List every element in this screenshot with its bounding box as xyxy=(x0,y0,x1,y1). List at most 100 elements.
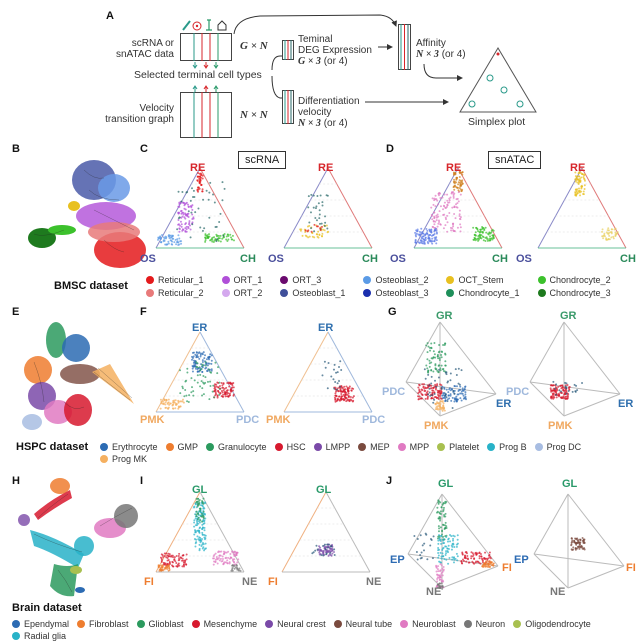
legend-swatch xyxy=(446,289,455,297)
bmsc-legend: Reticular_1 ORT_1 ORT_3 Osteoblast_2 OCT_Ste… xyxy=(146,274,619,299)
cell-point xyxy=(435,242,438,245)
cell-point xyxy=(218,384,221,387)
cell-point xyxy=(583,184,586,187)
cell-point xyxy=(579,539,582,542)
cell-point xyxy=(167,240,170,243)
legend-item: Prog DC xyxy=(534,441,581,453)
cell-point xyxy=(343,385,346,388)
cell-point xyxy=(216,558,219,561)
cell-point xyxy=(433,396,436,399)
simplex-d1 xyxy=(413,167,503,249)
cell-point xyxy=(427,345,430,348)
cell-point xyxy=(237,558,240,561)
input-data-matrix xyxy=(180,33,232,61)
cell-point xyxy=(458,187,461,190)
cell-point xyxy=(344,388,347,391)
cell-point xyxy=(579,541,582,544)
cell-point xyxy=(191,357,194,360)
cell-point xyxy=(427,373,430,376)
cell-point xyxy=(331,552,334,555)
cell-point xyxy=(173,399,176,402)
cell-point xyxy=(199,536,202,539)
cell-point xyxy=(204,233,207,236)
cell-point xyxy=(160,559,163,562)
cell-point xyxy=(442,546,445,549)
cell-point xyxy=(441,409,444,412)
cell-point xyxy=(442,542,445,545)
cell-point xyxy=(451,543,454,546)
cell-point xyxy=(209,181,212,184)
cell-point xyxy=(562,389,565,392)
cell-point xyxy=(221,181,224,184)
cell-point xyxy=(216,381,219,384)
cell-point xyxy=(159,407,162,410)
cell-point xyxy=(197,518,200,521)
legend-item: MEP xyxy=(358,441,390,453)
cell-point xyxy=(455,203,458,206)
cell-point xyxy=(185,394,188,397)
cell-point xyxy=(447,547,450,550)
cell-point xyxy=(191,370,194,373)
cell-point xyxy=(307,236,310,239)
cell-point xyxy=(581,173,584,176)
cell-point xyxy=(307,229,310,232)
cell-point xyxy=(191,218,194,221)
cell-point xyxy=(434,205,437,208)
cell-point xyxy=(425,228,428,231)
cell-point xyxy=(437,203,440,206)
cell-point xyxy=(333,387,336,390)
cell-point xyxy=(226,559,229,562)
cell-point xyxy=(436,573,439,576)
hspc-dataset-label: HSPC dataset xyxy=(16,441,89,453)
target-icon xyxy=(192,21,202,31)
cell-point xyxy=(436,225,439,228)
cell-point xyxy=(435,229,438,232)
legend-label: Oligodendrocyte xyxy=(525,619,591,629)
cell-point xyxy=(206,364,209,367)
cell-point xyxy=(453,535,456,538)
cell-point xyxy=(197,500,200,503)
cell-point xyxy=(335,390,338,393)
cell-point xyxy=(437,215,440,218)
simplex-edge xyxy=(199,491,245,573)
cell-point xyxy=(318,551,321,554)
bmsc-umap xyxy=(28,160,146,268)
cell-point xyxy=(184,212,187,215)
cell-point xyxy=(190,211,193,214)
cell-point xyxy=(492,237,495,240)
cell-point xyxy=(432,356,435,359)
legend-swatch xyxy=(534,443,543,451)
cell-point xyxy=(160,557,163,560)
cell-point xyxy=(310,193,313,196)
cell-point xyxy=(436,407,439,410)
cell-point xyxy=(474,231,477,234)
cell-point xyxy=(201,394,204,397)
cell-point xyxy=(566,397,569,400)
cell-point xyxy=(414,231,417,234)
cell-point xyxy=(489,235,492,238)
cell-point xyxy=(457,181,460,184)
tetrahedron-edge xyxy=(439,321,497,395)
cell-point xyxy=(348,387,351,390)
cell-point xyxy=(426,390,429,393)
cell-point xyxy=(177,243,180,246)
legend-label: Neural tube xyxy=(345,619,393,629)
cell-point xyxy=(228,392,231,395)
cell-point xyxy=(432,350,435,353)
cell-point xyxy=(575,543,578,546)
cell-point xyxy=(217,551,220,554)
cell-point xyxy=(431,218,434,221)
cell-point xyxy=(182,401,185,404)
legend-label: Chondrocyte_2 xyxy=(549,275,611,285)
tetrahedron-edge xyxy=(405,381,441,417)
cell-point xyxy=(159,237,162,240)
legend-item: Neuroblast xyxy=(400,618,456,630)
cell-point xyxy=(560,391,563,394)
legend-label: Prog MK xyxy=(112,454,148,464)
cell-point xyxy=(439,196,442,199)
cell-point xyxy=(203,227,206,230)
cell-point xyxy=(191,213,194,216)
cell-point xyxy=(460,392,463,395)
cell-point xyxy=(201,531,204,534)
cell-point xyxy=(322,554,325,557)
